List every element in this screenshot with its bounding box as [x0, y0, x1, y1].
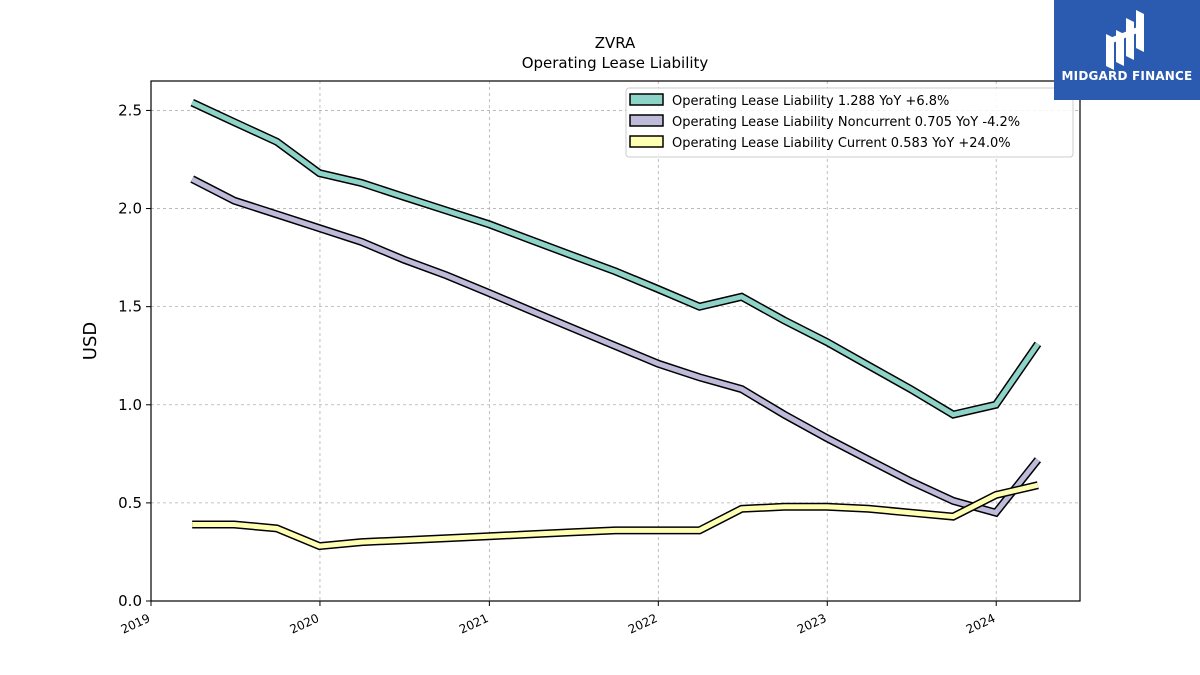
grid-lines: [150, 81, 1080, 602]
y-tick-label: 2.5: [118, 101, 142, 119]
x-tick-label: 2021: [457, 611, 491, 637]
x-tick-label: 2022: [626, 611, 660, 637]
y-tick-label: 1.5: [118, 298, 142, 316]
chart-title: ZVRA: [595, 34, 636, 52]
legend-label: Operating Lease Liability Current 0.583 …: [672, 136, 1011, 151]
series-1: [190, 175, 1042, 518]
brand-name: MIDGARD FINANCE: [1061, 69, 1193, 83]
series-outline: [192, 481, 1039, 551]
y-tick-label: 0.0: [118, 592, 142, 610]
chart-subtitle: Operating Lease Liability: [522, 54, 709, 72]
x-tick-label: 2020: [288, 611, 322, 637]
series-layer: [190, 98, 1042, 551]
legend-label: Operating Lease Liability 1.288 YoY +6.8…: [672, 94, 949, 109]
x-tick-label: 2019: [119, 611, 153, 637]
series-line: [191, 176, 1040, 516]
legend-swatch: [629, 135, 664, 148]
axes: 0.0 0.5 1.0 1.5 2.0 2.5 2019 2020 2021 2022 2023 20…: [118, 101, 997, 636]
x-tick-label: 2023: [795, 611, 829, 637]
y-tick-label: 2.0: [118, 200, 142, 218]
series-0: [190, 98, 1042, 419]
x-tick-label: 2024: [964, 611, 998, 637]
legend: Operating Lease Liability 1.288 YoY +6.8…: [625, 87, 1074, 158]
legend-label: Operating Lease Liability Noncurrent 0.7…: [672, 115, 1020, 130]
y-axis-label: USD: [80, 322, 101, 360]
series-2: [192, 481, 1039, 551]
legend-box: [625, 87, 1074, 158]
legend-swatch: [629, 93, 664, 106]
midgard-logo-icon: [1106, 10, 1144, 70]
series-line: [191, 100, 1040, 418]
series-line: [192, 482, 1039, 549]
brand-logo: MIDGARD FINANCE: [1054, 0, 1200, 100]
legend-swatch: [629, 114, 664, 127]
y-tick-label: 0.5: [118, 494, 142, 512]
plot-frame: [150, 80, 1081, 602]
y-tick-label: 1.0: [118, 396, 142, 414]
